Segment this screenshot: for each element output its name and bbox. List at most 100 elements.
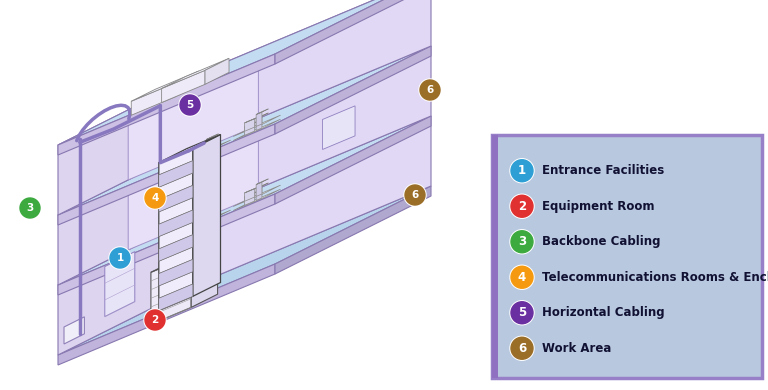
Text: 6: 6: [518, 342, 526, 355]
Circle shape: [110, 248, 130, 268]
Polygon shape: [275, 46, 431, 134]
Polygon shape: [131, 83, 174, 115]
Circle shape: [511, 337, 533, 359]
Polygon shape: [323, 106, 355, 149]
Circle shape: [511, 160, 533, 182]
Polygon shape: [207, 204, 218, 209]
Polygon shape: [58, 137, 214, 285]
Polygon shape: [257, 183, 268, 188]
Text: Telecommunications Rooms & Enclosure: Telecommunications Rooms & Enclosure: [542, 271, 768, 284]
Polygon shape: [214, 46, 431, 207]
Polygon shape: [104, 252, 135, 317]
Circle shape: [510, 265, 534, 289]
Polygon shape: [257, 109, 268, 115]
Circle shape: [510, 230, 534, 254]
Polygon shape: [160, 154, 190, 219]
Polygon shape: [58, 207, 214, 355]
Text: Equipment Room: Equipment Room: [542, 200, 654, 213]
Text: 3: 3: [518, 235, 526, 248]
Polygon shape: [207, 137, 212, 151]
Circle shape: [510, 301, 534, 325]
Text: 1: 1: [518, 164, 526, 177]
Text: Horizontal Cabling: Horizontal Cabling: [542, 306, 664, 319]
Circle shape: [511, 302, 533, 324]
Polygon shape: [244, 189, 255, 201]
Polygon shape: [194, 212, 207, 218]
Polygon shape: [233, 119, 280, 140]
Text: 4: 4: [151, 193, 159, 203]
Circle shape: [510, 159, 534, 183]
Polygon shape: [257, 116, 262, 131]
Polygon shape: [58, 194, 275, 295]
Text: 2: 2: [518, 200, 526, 213]
Polygon shape: [184, 140, 230, 161]
Polygon shape: [159, 210, 193, 237]
Polygon shape: [214, 116, 431, 277]
Polygon shape: [257, 112, 262, 126]
Circle shape: [510, 194, 534, 218]
Circle shape: [145, 188, 165, 208]
Polygon shape: [58, 264, 275, 365]
Polygon shape: [58, 116, 431, 285]
Polygon shape: [257, 182, 262, 197]
Polygon shape: [159, 259, 193, 286]
Polygon shape: [244, 123, 255, 135]
Polygon shape: [257, 179, 268, 184]
Polygon shape: [275, 0, 431, 64]
Polygon shape: [151, 242, 217, 272]
Circle shape: [510, 336, 534, 360]
FancyBboxPatch shape: [492, 135, 762, 378]
Polygon shape: [193, 135, 220, 296]
Polygon shape: [214, 0, 431, 137]
Polygon shape: [151, 255, 191, 324]
Polygon shape: [244, 187, 257, 193]
Polygon shape: [159, 235, 193, 261]
Polygon shape: [194, 142, 207, 148]
Circle shape: [419, 79, 441, 101]
Polygon shape: [207, 134, 218, 140]
Text: 2: 2: [151, 315, 159, 325]
Polygon shape: [207, 207, 212, 222]
Polygon shape: [58, 46, 431, 215]
Polygon shape: [58, 54, 275, 155]
Circle shape: [20, 198, 40, 218]
Circle shape: [145, 310, 165, 330]
Text: 5: 5: [187, 100, 194, 110]
Text: 4: 4: [518, 271, 526, 284]
Polygon shape: [244, 121, 257, 127]
Text: Backbone Cabling: Backbone Cabling: [542, 235, 660, 248]
Polygon shape: [257, 113, 268, 119]
Circle shape: [19, 197, 41, 219]
Polygon shape: [159, 284, 193, 310]
Polygon shape: [64, 317, 84, 344]
Polygon shape: [131, 71, 199, 101]
Polygon shape: [257, 186, 262, 200]
Circle shape: [405, 185, 425, 205]
Polygon shape: [159, 185, 193, 212]
Polygon shape: [275, 116, 431, 204]
Circle shape: [144, 309, 166, 331]
Circle shape: [511, 266, 533, 288]
Circle shape: [511, 195, 533, 217]
Text: 5: 5: [518, 306, 526, 319]
Polygon shape: [159, 161, 193, 187]
Polygon shape: [205, 58, 229, 84]
Text: 6: 6: [426, 85, 434, 95]
Polygon shape: [244, 117, 257, 123]
Polygon shape: [184, 210, 230, 231]
Polygon shape: [233, 185, 280, 206]
Polygon shape: [174, 71, 199, 97]
Polygon shape: [323, 36, 355, 80]
Polygon shape: [244, 119, 255, 131]
Polygon shape: [161, 70, 205, 103]
Circle shape: [179, 94, 201, 116]
Circle shape: [420, 80, 440, 100]
Circle shape: [404, 184, 426, 206]
Polygon shape: [128, 55, 258, 180]
Text: 6: 6: [412, 190, 419, 200]
Text: 1: 1: [117, 253, 124, 263]
Polygon shape: [275, 186, 431, 274]
Text: 3: 3: [26, 203, 34, 213]
Bar: [492, 135, 498, 378]
Polygon shape: [194, 144, 205, 156]
